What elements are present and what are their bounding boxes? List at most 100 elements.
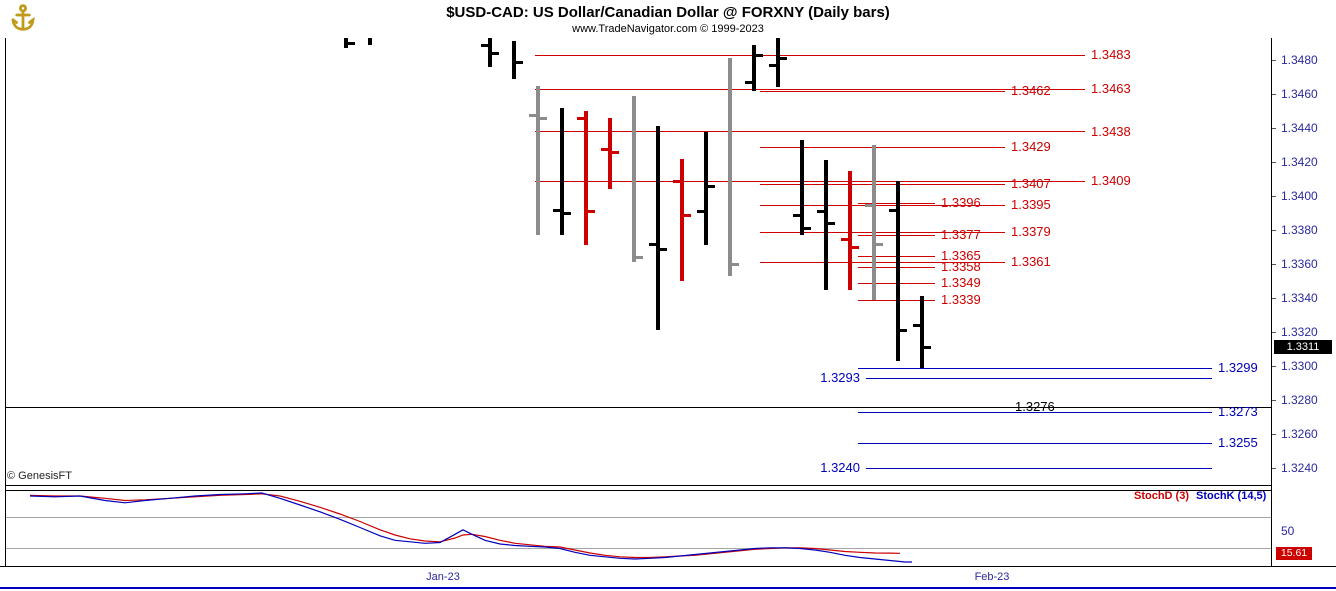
price-level-label: 1.3273 xyxy=(1218,403,1258,419)
price-level-label: 1.3361 xyxy=(1011,254,1051,270)
close-tick xyxy=(804,227,811,231)
close-tick xyxy=(924,346,931,350)
price-axis-tick xyxy=(1272,434,1276,435)
price-axis-label: 1.3480 xyxy=(1281,53,1318,68)
ohlc-bar xyxy=(488,38,492,67)
support-line[interactable] xyxy=(858,412,1212,413)
main-panel-bottom-border xyxy=(5,485,1272,486)
price-axis-tick xyxy=(1272,366,1276,367)
close-tick xyxy=(876,242,883,246)
price-level-label: 1.3409 xyxy=(1091,172,1131,188)
price-level-label: 1.3462 xyxy=(1011,82,1051,98)
ohlc-bar xyxy=(656,126,660,331)
date-axis-label: Feb-23 xyxy=(974,571,1010,583)
stoch-lower-gridline xyxy=(6,548,1271,549)
open-tick xyxy=(769,64,776,68)
price-level-label: 1.3429 xyxy=(1011,138,1051,154)
resistance-line[interactable] xyxy=(760,262,1005,263)
stochk-legend-label[interactable]: StochK (14,5) xyxy=(1196,490,1267,502)
anchor-icon[interactable] xyxy=(8,3,38,33)
price-axis-label: 1.3280 xyxy=(1281,393,1318,407)
date-axis[interactable] xyxy=(0,567,1336,587)
support-line[interactable] xyxy=(858,443,1212,444)
support-line[interactable] xyxy=(866,468,1212,469)
ohlc-bar xyxy=(608,117,612,190)
close-tick xyxy=(780,57,787,61)
price-level-label: 1.3293 xyxy=(820,369,860,385)
price-level-label: 1.3255 xyxy=(1218,434,1258,450)
ohlc-bar xyxy=(680,158,684,282)
close-tick xyxy=(636,256,643,260)
close-tick xyxy=(828,222,835,226)
open-tick xyxy=(745,81,752,85)
support-line[interactable] xyxy=(866,378,1212,379)
price-level-label: 1.3240 xyxy=(820,460,860,475)
close-tick xyxy=(588,210,595,214)
price-level-label: 1.3395 xyxy=(1011,196,1051,212)
resistance-line[interactable] xyxy=(760,232,1005,233)
price-chart-plot-area[interactable] xyxy=(6,38,1271,485)
price-axis-tick xyxy=(1272,196,1276,198)
chart-subtitle: www.TradeNavigator.com © 1999-2023 xyxy=(572,23,764,35)
resistance-line[interactable] xyxy=(760,91,1005,92)
ohlc-bar xyxy=(704,131,708,246)
resistance-line[interactable] xyxy=(535,131,1085,132)
open-tick xyxy=(553,208,560,212)
price-axis-tick xyxy=(1272,60,1276,62)
close-tick xyxy=(612,150,619,154)
price-level-label: 1.3358 xyxy=(941,259,981,275)
ohlc-bar xyxy=(896,180,900,361)
date-axis-label: Jan-23 xyxy=(426,571,460,583)
stoch-panel-top-border xyxy=(5,490,1272,491)
open-tick xyxy=(649,242,656,246)
price-axis-tick xyxy=(1272,230,1276,232)
price-axis-label: 1.3420 xyxy=(1281,155,1318,170)
resistance-line[interactable] xyxy=(760,184,1005,185)
open-tick xyxy=(673,179,680,183)
stoch-last-value-badge: 15.61 xyxy=(1276,547,1312,561)
price-axis-tick xyxy=(1272,298,1276,299)
price-axis-label: 1.3440 xyxy=(1281,121,1318,136)
pivot-line[interactable] xyxy=(5,407,1271,408)
price-level-label: 1.3377 xyxy=(941,227,981,243)
close-tick xyxy=(660,247,667,251)
ohlc-bar xyxy=(536,85,540,236)
price-level-label: 1.3365 xyxy=(941,247,981,263)
resistance-line[interactable] xyxy=(535,181,1085,182)
resistance-line[interactable] xyxy=(535,89,1085,90)
bottom-scroll-line xyxy=(0,587,1336,589)
price-axis-label: 1.3380 xyxy=(1281,223,1318,238)
close-tick xyxy=(684,213,691,217)
resistance-line[interactable] xyxy=(760,205,1005,206)
stoch-panel-bottom-border xyxy=(0,566,1336,567)
ohlc-bar xyxy=(752,44,756,91)
ohlc-bar xyxy=(776,38,780,88)
price-level-label: 1.3349 xyxy=(941,274,981,290)
ohlc-bar xyxy=(512,41,516,79)
stochd-legend-label[interactable]: StochD (3) xyxy=(1134,490,1189,502)
stochastic-panel[interactable] xyxy=(6,491,1271,566)
price-axis-label: 1.3400 xyxy=(1281,189,1318,204)
stoch-axis-50-label: 50 xyxy=(1281,524,1295,538)
price-axis-tick xyxy=(1272,128,1276,130)
support-line[interactable] xyxy=(858,368,1212,369)
open-tick xyxy=(841,237,848,241)
anchor-icon-glyph xyxy=(11,4,35,31)
price-level-label: 1.3438 xyxy=(1091,123,1131,139)
close-tick xyxy=(492,52,499,56)
price-axis-label: 1.3260 xyxy=(1281,427,1318,441)
price-axis-label: 1.3460 xyxy=(1281,87,1318,102)
open-tick xyxy=(481,43,488,47)
close-tick xyxy=(756,54,763,57)
open-tick xyxy=(793,213,800,217)
open-tick xyxy=(529,113,536,117)
ohlc-bar xyxy=(368,38,372,45)
close-tick xyxy=(900,329,907,333)
chart-title: $USD-CAD: US Dollar/Canadian Dollar @ FO… xyxy=(446,4,890,21)
resistance-line[interactable] xyxy=(760,147,1005,148)
resistance-line[interactable] xyxy=(535,55,1085,56)
open-tick xyxy=(577,116,584,120)
price-level-label: 1.3463 xyxy=(1091,81,1131,96)
price-axis-tick xyxy=(1272,468,1276,469)
open-tick xyxy=(865,203,872,207)
